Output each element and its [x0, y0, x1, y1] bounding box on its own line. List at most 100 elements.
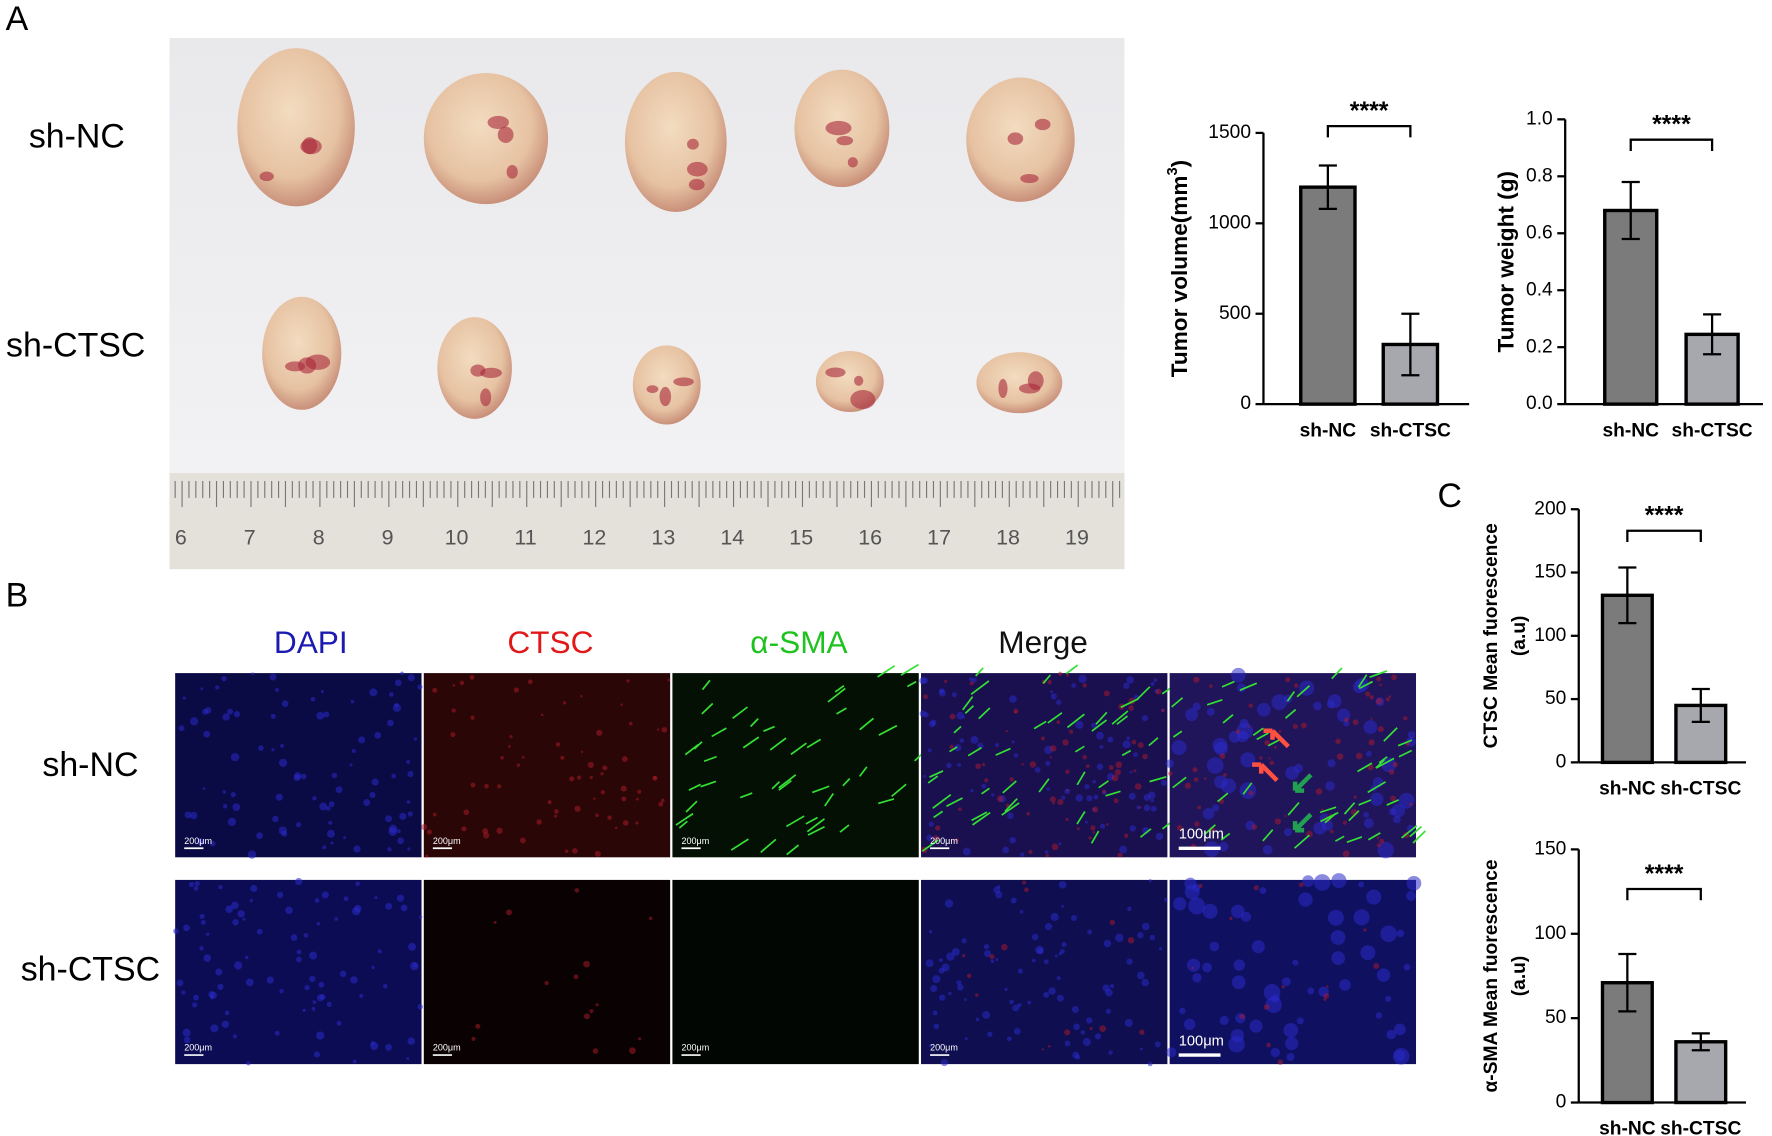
cell — [182, 696, 186, 700]
fiber — [949, 746, 958, 753]
cell — [1331, 951, 1346, 965]
cell — [923, 694, 928, 700]
cell — [303, 933, 309, 938]
fiber — [688, 783, 701, 791]
cell — [316, 994, 325, 1002]
cell — [232, 1034, 237, 1039]
cell — [1009, 837, 1016, 844]
cell — [564, 849, 569, 854]
cell — [1407, 731, 1416, 739]
cell — [1029, 761, 1037, 768]
cell — [1239, 782, 1257, 799]
cell — [275, 793, 283, 801]
fiber — [1348, 810, 1360, 822]
cell — [193, 885, 199, 891]
cell — [1126, 958, 1133, 965]
fiber — [1412, 830, 1426, 844]
cell — [192, 1002, 198, 1008]
cell — [541, 713, 544, 717]
cell — [1139, 1029, 1145, 1035]
cell — [493, 920, 497, 924]
cell — [944, 899, 954, 908]
fiber — [732, 706, 749, 719]
fiber — [1206, 699, 1223, 706]
fiber — [742, 736, 760, 749]
cell — [620, 785, 627, 792]
fiber — [878, 724, 898, 736]
cell — [1376, 843, 1381, 848]
cell — [1264, 739, 1271, 746]
cell — [1239, 1013, 1245, 1020]
cell — [1394, 1023, 1406, 1036]
cell — [1386, 1029, 1396, 1040]
cell — [1251, 824, 1258, 830]
cell — [1368, 739, 1375, 746]
cell — [1050, 693, 1057, 700]
cell — [1390, 795, 1396, 802]
cell — [637, 789, 642, 794]
fiber — [811, 785, 830, 794]
cell — [217, 983, 224, 990]
cell — [293, 774, 301, 782]
cell — [371, 965, 375, 970]
fiber — [877, 798, 895, 805]
cell — [1094, 1033, 1102, 1040]
fiber — [703, 755, 717, 763]
cell — [295, 877, 303, 886]
cell — [1294, 683, 1299, 688]
cell — [313, 1051, 321, 1058]
blood-spot — [497, 126, 514, 143]
bar — [1299, 185, 1357, 406]
cell — [1013, 1028, 1021, 1035]
cell — [242, 917, 246, 921]
cell — [193, 994, 199, 1001]
cell — [413, 737, 418, 741]
cell — [374, 732, 382, 739]
cell — [946, 762, 952, 769]
cell — [450, 731, 456, 738]
cell — [328, 820, 333, 825]
cell — [233, 711, 241, 718]
cell — [1099, 745, 1104, 749]
cell — [1103, 690, 1110, 697]
fiber — [1367, 781, 1387, 794]
fiber — [970, 680, 990, 696]
cell — [394, 702, 399, 707]
cell — [1263, 1004, 1270, 1010]
cell — [956, 980, 962, 986]
fiber — [1220, 832, 1231, 841]
cell — [1051, 843, 1059, 851]
micrograph — [672, 879, 919, 1065]
cell — [1327, 909, 1344, 926]
cell — [1219, 1015, 1229, 1026]
fiber — [1386, 799, 1400, 806]
fiber — [1139, 828, 1152, 838]
cell — [938, 958, 943, 963]
fiber — [806, 738, 822, 749]
fiber — [927, 775, 939, 784]
fiber — [769, 737, 787, 751]
cell — [1298, 892, 1313, 907]
cell — [1090, 825, 1096, 831]
cell — [1084, 783, 1090, 790]
y-tick-label: 0.2 — [1526, 336, 1553, 357]
cell — [189, 811, 198, 820]
cell — [321, 891, 329, 899]
cell — [1353, 909, 1370, 926]
fiber — [806, 818, 825, 833]
cell — [1185, 708, 1198, 722]
ruler-number: 19 — [1065, 525, 1089, 549]
cell — [1335, 738, 1341, 745]
cell — [1136, 971, 1145, 980]
cell — [1249, 1019, 1263, 1033]
cell — [593, 797, 596, 800]
fiber — [778, 774, 797, 789]
cell — [1071, 1005, 1079, 1013]
cell — [280, 743, 285, 748]
cell — [1133, 752, 1138, 757]
cell — [1049, 756, 1053, 759]
scale-label: 200μm — [184, 1043, 212, 1053]
cell — [1019, 910, 1024, 914]
significance-bracket — [1626, 887, 1702, 901]
cell — [1325, 781, 1335, 791]
